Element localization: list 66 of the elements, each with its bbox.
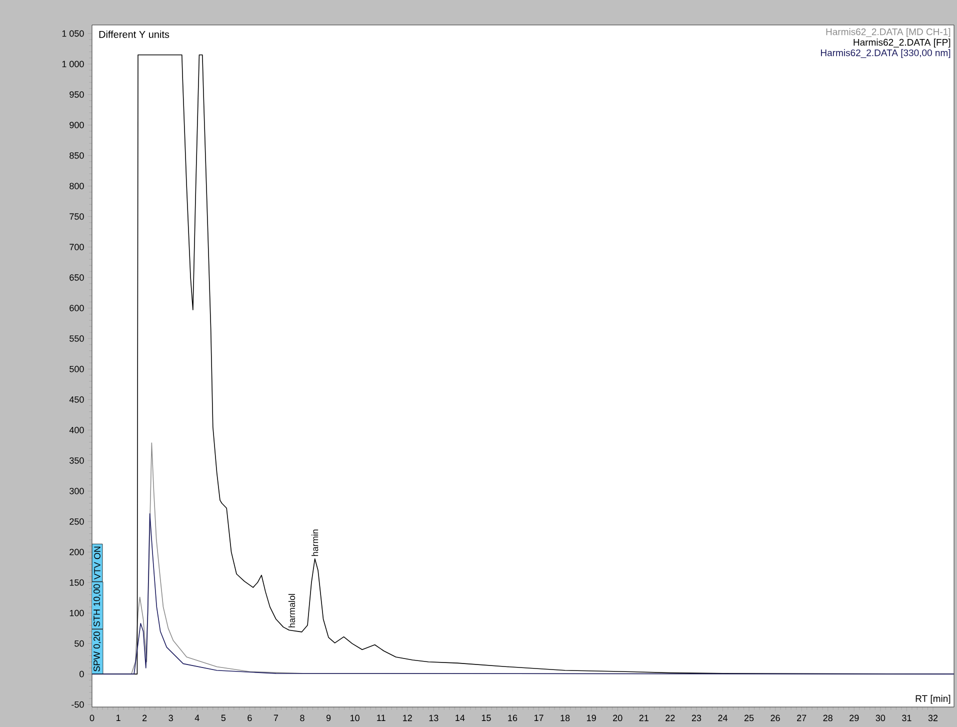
x-tick-label: 8 (300, 714, 304, 722)
x-tick-label: 11 (377, 714, 386, 721)
x-tick-label: 28 (823, 714, 832, 722)
x-tick-label: 21 (639, 714, 648, 722)
y-tick-label: 0 (80, 670, 84, 678)
x-tick-label: 32 (928, 714, 938, 722)
y-tick-label: 500 (70, 366, 84, 372)
x-tick-label: 22 (666, 714, 675, 722)
x-tick-label: 4 (194, 714, 200, 721)
annotation: SPW 0,20 (94, 632, 101, 672)
x-tick-label: 29 (850, 714, 859, 722)
annotation: harmalol (288, 594, 296, 628)
x-tick-label: 18 (560, 714, 570, 722)
x-tick-label: 19 (587, 714, 596, 722)
x-tick-label: 20 (613, 714, 622, 722)
x-axis-title: RT [min] (916, 694, 950, 704)
x-tick-label: 1 (116, 714, 120, 721)
x-tick-label: 6 (248, 714, 252, 722)
x-tick-label: 14 (456, 714, 465, 721)
x-tick-label: 12 (403, 714, 412, 722)
annotation: harmin (312, 530, 318, 556)
x-tick-label: 2 (142, 714, 147, 722)
y-tick-label: 650 (70, 274, 84, 281)
y-tick-label: 600 (70, 304, 84, 312)
x-tick-label: 17 (534, 714, 544, 721)
text: Harmis62_2.DATA [MD CH-1] (826, 28, 950, 38)
y-tick-label: 250 (70, 518, 84, 525)
x-tick-label: 30 (876, 714, 886, 722)
y-tick-label: 350 (70, 457, 84, 464)
x-tick-label: 3 (168, 714, 173, 722)
x-tick-label: 7 (274, 714, 278, 721)
annotation: VTV ON (94, 546, 100, 580)
x-tick-label: 26 (770, 714, 780, 722)
annotation: Different Y units (99, 30, 170, 38)
x-tick-label: 5 (221, 714, 226, 722)
y-tick-label: 850 (70, 152, 84, 159)
x-tick-label: 23 (692, 714, 702, 722)
text: Harmis62_2.DATA [FP] (854, 38, 950, 48)
x-tick-label: 13 (429, 714, 438, 722)
x-tick-label: 24 (718, 714, 728, 722)
y-tick-label: 700 (70, 244, 84, 250)
x-tick-label: 27 (797, 714, 806, 722)
y-tick-label: 750 (70, 213, 84, 220)
x-tick-label: 0 (90, 714, 94, 722)
y-tick-label: 300 (70, 488, 84, 494)
y-tick-label: 550 (70, 335, 84, 342)
y-tick-label: 100 (70, 610, 84, 616)
y-tick-label: 900 (70, 122, 84, 128)
x-tick-label: 25 (744, 714, 754, 722)
y-tick-label: 400 (69, 426, 84, 434)
y-tick-label: 450 (69, 396, 84, 403)
x-tick-label: 31 (902, 714, 912, 722)
x-tick-label: 15 (482, 714, 491, 722)
y-tick-label: 1 000 (62, 60, 84, 68)
y-tick-label: 1 050 (62, 30, 84, 37)
y-tick-label: 800 (70, 182, 84, 190)
x-tick-label: 16 (508, 714, 518, 722)
x-tick-label: 10 (350, 714, 360, 722)
x-tick-label: 9 (326, 714, 331, 722)
y-tick-label: 950 (70, 91, 84, 98)
text: Harmis62_2.DATA [330,00 nm] (821, 49, 950, 58)
annotation: STH 10,00 (94, 584, 101, 627)
y-tick-label: 150 (70, 579, 84, 586)
y-tick-label: -50 (72, 701, 84, 708)
y-tick-label: 50 (74, 640, 84, 647)
y-tick-label: 200 (70, 548, 84, 556)
